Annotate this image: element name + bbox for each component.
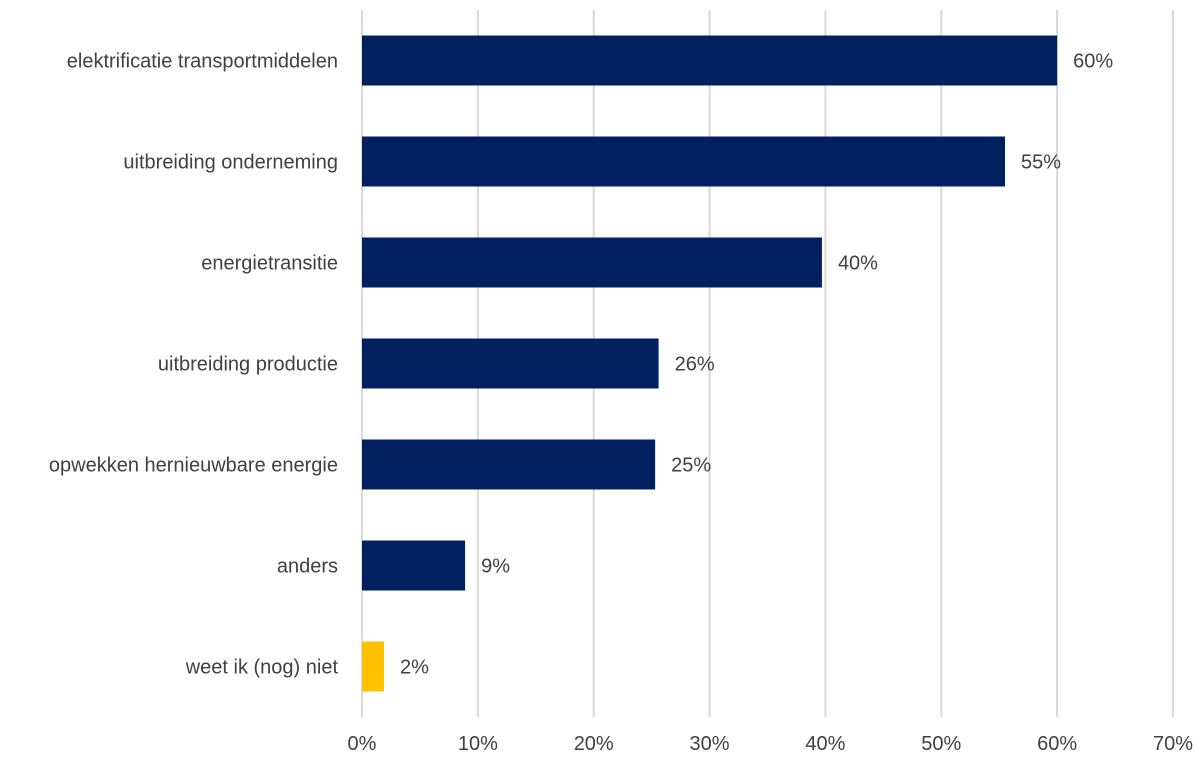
bar <box>362 237 822 288</box>
category-label: uitbreiding productie <box>158 354 338 376</box>
x-tick-label: 50% <box>921 733 961 755</box>
category-label: weet ik (nog) niet <box>185 657 339 679</box>
data-label: 40% <box>838 253 878 275</box>
data-label: 25% <box>671 455 711 477</box>
x-tick-label: 10% <box>458 733 498 755</box>
category-labels: elektrificatie transportmiddelen uitbreid… <box>49 51 339 679</box>
x-axis-tick-labels: 0% 10% 20% 30% 40% 50% 60% 70% <box>348 733 1194 755</box>
bars <box>362 35 1058 692</box>
bar <box>362 641 385 692</box>
data-label: 60% <box>1073 51 1113 73</box>
x-tick-label: 0% <box>348 733 377 755</box>
bar <box>362 338 659 389</box>
category-label: opwekken hernieuwbare energie <box>49 455 338 477</box>
bar <box>362 540 466 591</box>
data-label: 2% <box>400 657 429 679</box>
category-label: energietransitie <box>201 253 338 275</box>
data-label: 55% <box>1021 152 1061 174</box>
category-label: uitbreiding onderneming <box>123 152 338 174</box>
x-tick-label: 40% <box>805 733 845 755</box>
data-label: 9% <box>481 556 510 578</box>
bar <box>362 35 1058 86</box>
x-tick-label: 20% <box>574 733 614 755</box>
category-label: elektrificatie transportmiddelen <box>67 51 338 73</box>
data-labels: 60% 55% 40% 26% 25% 9% 2% <box>400 51 1113 679</box>
data-label: 26% <box>675 354 715 376</box>
x-tick-label: 60% <box>1037 733 1077 755</box>
category-label: anders <box>277 556 338 578</box>
bar <box>362 439 656 490</box>
x-tick-label: 30% <box>690 733 730 755</box>
bar <box>362 136 1006 187</box>
x-tick-label: 70% <box>1153 733 1193 755</box>
